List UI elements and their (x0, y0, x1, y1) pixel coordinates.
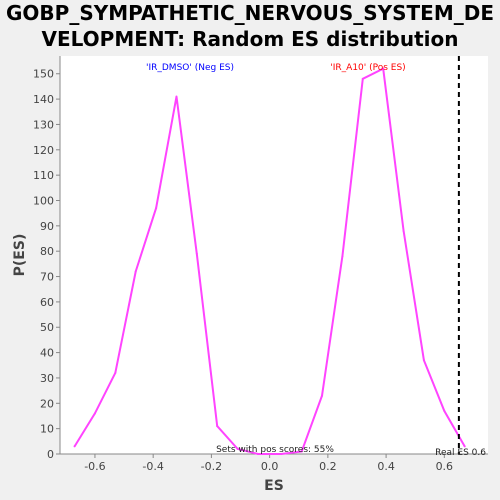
y-tick-label: 150 (33, 68, 54, 81)
x-tick-label: -0.4 (142, 460, 163, 473)
data-point (382, 67, 385, 70)
plot-area (60, 56, 488, 454)
chart-title: GOBP_SYMPATHETIC_NERVOUS_SYSTEM_DEVELOPM… (6, 1, 494, 51)
data-point (300, 450, 303, 453)
data-point (114, 371, 117, 374)
data-point (216, 425, 219, 428)
data-point (134, 270, 137, 273)
y-tick-label: 20 (40, 397, 54, 410)
y-axis-label: P(ES) (12, 234, 28, 277)
x-tick-label: 0.2 (319, 460, 337, 473)
y-tick-label: 90 (40, 220, 54, 233)
x-axis-label: ES (264, 478, 284, 494)
data-point (195, 252, 198, 255)
x-tick-label: 0.4 (377, 460, 395, 473)
y-tick-label: 100 (33, 194, 54, 207)
x-tick-label: 0.6 (436, 460, 454, 473)
data-point (341, 255, 344, 258)
data-point (463, 445, 466, 448)
pos-scores-annotation: Sets with pos scores: 55% (216, 445, 334, 455)
data-point (402, 229, 405, 232)
y-tick-label: 50 (40, 321, 54, 334)
data-point (236, 447, 239, 450)
data-point (361, 77, 364, 80)
data-point (93, 412, 96, 415)
x-tick-label: 0.0 (261, 460, 279, 473)
data-point (280, 453, 283, 455)
y-tick-label: 80 (40, 245, 54, 258)
x-tick-label: -0.6 (84, 460, 105, 473)
y-tick-label: 130 (33, 118, 54, 131)
data-point (155, 207, 158, 210)
data-point (422, 359, 425, 362)
y-tick-label: 140 (33, 93, 54, 106)
data-point (321, 394, 324, 397)
pos-es-label: 'IR_A10' (Pos ES) (330, 63, 405, 73)
y-tick-label: 110 (33, 169, 54, 182)
x-tick-label: -0.2 (201, 460, 222, 473)
data-point (443, 409, 446, 412)
data-point (175, 95, 178, 98)
data-point (73, 445, 76, 448)
y-tick-label: 0 (47, 448, 54, 461)
y-tick-label: 10 (40, 423, 54, 436)
y-tick-label: 70 (40, 271, 54, 284)
real-es-annotation: Real ES 0.6 (435, 448, 486, 458)
y-tick-label: 60 (40, 296, 54, 309)
y-tick-label: 120 (33, 144, 54, 157)
series-line (73, 67, 466, 455)
neg-es-label: 'IR_DMSO' (Neg ES) (146, 63, 234, 73)
y-tick-label: 40 (40, 347, 54, 360)
y-tick-label: 30 (40, 372, 54, 385)
data-point (256, 453, 259, 455)
